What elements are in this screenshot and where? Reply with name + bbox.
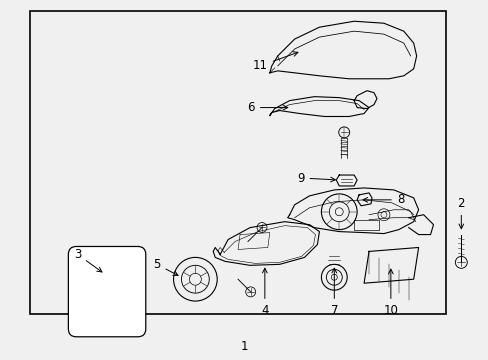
Text: 3: 3 [74, 248, 102, 272]
Text: 7: 7 [330, 268, 337, 317]
Text: 11: 11 [252, 52, 297, 72]
Text: 10: 10 [383, 269, 398, 317]
Text: 4: 4 [261, 268, 268, 317]
Text: 8: 8 [362, 193, 404, 206]
Text: 2: 2 [457, 197, 464, 229]
Text: 9: 9 [296, 171, 335, 185]
Text: 6: 6 [247, 101, 287, 114]
FancyBboxPatch shape [68, 247, 145, 337]
Bar [30, 11, 446, 314]
Text: 5: 5 [153, 258, 178, 275]
Text: 1: 1 [240, 340, 247, 353]
